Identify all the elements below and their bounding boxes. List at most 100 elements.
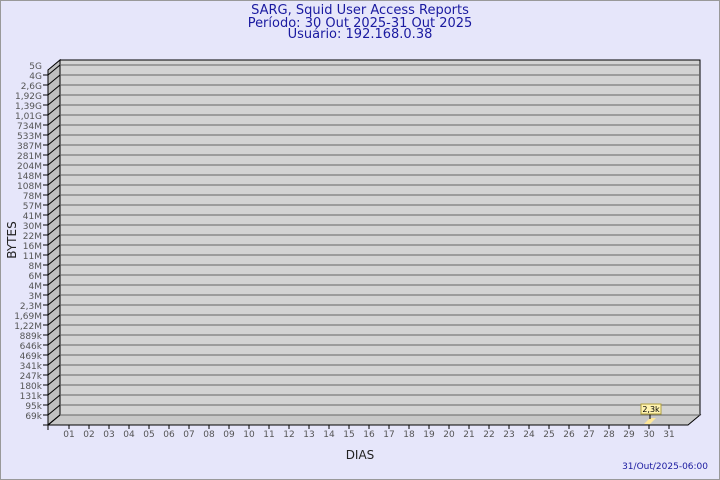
y-tick-diagonal	[47, 404, 61, 416]
y-tick-diagonal	[47, 164, 61, 176]
x-tick-label: 24	[523, 430, 535, 440]
y-axis-label: BYTES	[5, 221, 19, 258]
chart-period: Período: 30 Out 2025-31 Out 2025	[247, 16, 473, 31]
y-tick-label: 57M	[23, 202, 42, 212]
x-tick-label: 03	[103, 430, 114, 440]
x-tick-label: 20	[443, 430, 455, 440]
y-tick-label: 1,92G	[15, 92, 42, 102]
bar-value-label: 2,3k	[642, 405, 660, 414]
y-tick-diagonal	[47, 214, 61, 226]
y-tick-label: 1,22M	[14, 322, 42, 332]
x-tick-label: 13	[303, 430, 314, 440]
y-tick-diagonal	[47, 304, 61, 316]
x-tick-label: 31	[663, 430, 674, 440]
y-tick-diagonal	[47, 344, 61, 356]
x-tick-label: 08	[203, 430, 215, 440]
y-tick-diagonal	[47, 144, 61, 156]
y-tick-diagonal	[47, 104, 61, 116]
y-tick-label: 341k	[20, 362, 43, 372]
x-tick-label: 05	[143, 430, 154, 440]
y-tick-label: 131k	[20, 392, 43, 402]
y-tick-diagonal	[47, 314, 61, 326]
y-tick-label: 6M	[29, 272, 43, 282]
y-tick-diagonal	[47, 274, 61, 286]
plot-back-wall	[59, 59, 701, 416]
y-tick-label: 11M	[23, 252, 42, 262]
y-tick-label: 387M	[17, 142, 42, 152]
y-tick-label: 2,6G	[21, 82, 42, 92]
y-tick-diagonal	[47, 64, 61, 76]
x-tick-label: 27	[583, 430, 594, 440]
y-tick-label: 78M	[23, 192, 42, 202]
x-axis-label: DIAS	[346, 448, 375, 462]
x-tick-label: 09	[223, 430, 235, 440]
y-tick-diagonal	[47, 374, 61, 386]
x-tick-label: 16	[363, 430, 375, 440]
x-tick-label: 25	[543, 430, 554, 440]
y-tick-diagonal	[47, 124, 61, 136]
y-tick-label: 2,3M	[20, 302, 42, 312]
y-tick-label: 95k	[25, 402, 42, 412]
y-tick-label: 469k	[20, 352, 43, 362]
y-tick-label: 22M	[23, 232, 42, 242]
y-tick-diagonal	[47, 154, 61, 166]
x-tick-label: 19	[423, 430, 435, 440]
x-tick-label: 11	[263, 430, 274, 440]
y-tick-diagonal	[47, 74, 61, 86]
y-tick-label: 1,39G	[15, 102, 42, 112]
y-tick-diagonal	[47, 114, 61, 126]
x-tick-label: 10	[243, 430, 255, 440]
y-tick-label: 646k	[20, 342, 43, 352]
y-tick-diagonal	[47, 244, 61, 256]
x-tick-label: 18	[403, 430, 415, 440]
x-tick-label: 15	[343, 430, 354, 440]
bar-day-30	[644, 418, 656, 424]
footer-timestamp: 31/Out/2025-06:00	[622, 462, 708, 472]
y-tick-label: 16M	[23, 242, 42, 252]
y-tick-diagonal	[47, 394, 61, 406]
y-tick-diagonal	[47, 184, 61, 196]
y-tick-label: 1,01G	[15, 112, 42, 122]
y-tick-label: 247k	[20, 372, 43, 382]
y-tick-diagonal	[47, 234, 61, 246]
x-tick-label: 07	[183, 430, 194, 440]
y-tick-label: 148M	[17, 172, 42, 182]
y-tick-diagonal	[47, 134, 61, 146]
y-tick-diagonal	[47, 294, 61, 306]
x-tick-label: 14	[323, 430, 335, 440]
y-tick-diagonal	[47, 224, 61, 236]
y-tick-label: 4G	[29, 72, 42, 82]
x-tick-label: 22	[483, 430, 494, 440]
x-tick-label: 30	[643, 430, 655, 440]
x-tick-label: 21	[463, 430, 474, 440]
y-tick-label: 204M	[17, 162, 42, 172]
x-tick-label: 12	[283, 430, 294, 440]
y-tick-diagonal	[47, 414, 61, 426]
y-tick-label: 889k	[20, 332, 43, 342]
y-tick-label: 1,69M	[14, 312, 42, 322]
y-tick-diagonal	[47, 254, 61, 266]
y-tick-label: 3M	[29, 292, 43, 302]
y-tick-label: 180k	[20, 382, 43, 392]
y-tick-label: 5G	[29, 62, 42, 72]
y-tick-label: 108M	[17, 182, 42, 192]
x-tick-label: 04	[123, 430, 135, 440]
y-tick-label: 41M	[23, 212, 42, 222]
x-tick-label: 26	[563, 430, 575, 440]
y-tick-diagonal	[47, 334, 61, 346]
x-tick-label: 01	[63, 430, 74, 440]
x-tick-label: 29	[623, 430, 635, 440]
chart-user: Usuário: 192.168.0.38	[287, 27, 433, 42]
y-tick-label: 30M	[23, 222, 42, 232]
chart-title: SARG, Squid User Access Reports	[251, 3, 469, 18]
y-tick-diagonal	[47, 94, 61, 106]
x-tick-label: 23	[503, 430, 514, 440]
y-tick-diagonal	[47, 354, 61, 366]
x-tick-label: 02	[83, 430, 94, 440]
y-tick-diagonal	[47, 324, 61, 336]
x-tick-label: 17	[383, 430, 394, 440]
bar-label-box	[640, 403, 662, 415]
y-tick-label: 281M	[17, 152, 42, 162]
y-tick-diagonal	[47, 264, 61, 276]
